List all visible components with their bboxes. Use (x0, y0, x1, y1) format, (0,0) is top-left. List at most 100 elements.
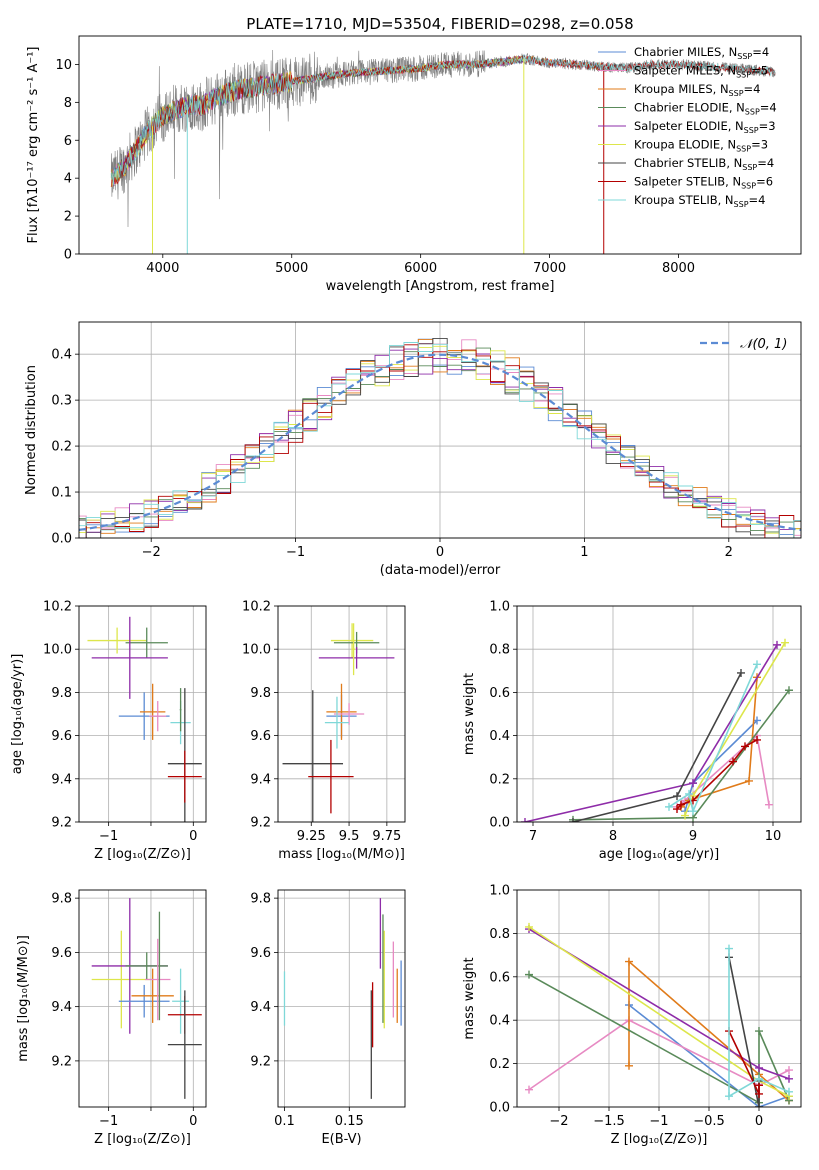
x-axis-label: wavelength [Angstrom, rest frame] (326, 279, 555, 294)
y-tick-label: 9.6 (51, 946, 72, 961)
y-tick-label: 9.6 (250, 729, 271, 744)
marker (689, 779, 697, 788)
legend-subscript: SSP (744, 126, 759, 135)
y-tick-label: 0.8 (489, 927, 510, 942)
series-kroupa_elodie (684, 642, 786, 816)
histogram-salpeter_elodie (79, 348, 801, 538)
marker (689, 807, 697, 816)
x-tick-label: −2 (549, 1114, 568, 1129)
x-tick-label: 7 (529, 829, 537, 844)
model-salpeter_stelib (110, 55, 776, 188)
axes-frame (78, 35, 802, 255)
marker (625, 1061, 633, 1070)
axes-frame (516, 889, 802, 1108)
y-axis-label: mass weight (462, 673, 477, 755)
legend-value: =4 (744, 82, 761, 96)
y-tick-label: 0.2 (51, 440, 72, 455)
legend-subscript: SSP (742, 163, 757, 172)
x-tick-label: 1 (580, 545, 588, 560)
marker (525, 922, 533, 931)
legend-value: =5 (751, 64, 768, 78)
legend-value: =4 (757, 156, 774, 170)
y-axis-label: Flux [fλ10⁻¹⁷ erg cm⁻² s⁻¹ A⁻¹] (26, 47, 41, 244)
x-tick-label: 9.75 (372, 829, 401, 844)
x-tick-label: 9.5 (339, 829, 360, 844)
y-tick-label: 9.8 (250, 892, 271, 907)
legend-value: =6 (756, 175, 773, 189)
axes-spectrum: 4000 5000 6000 7000 8000 0 2 4 6 8 10 wavelength [A… (26, 35, 802, 294)
axes-frame (516, 605, 802, 823)
y-tick-label: 0.2 (489, 772, 510, 787)
histogram-kroupa_miles (79, 338, 801, 538)
x-tick-label: 0 (189, 1114, 197, 1129)
x-tick-label: 0 (436, 545, 444, 560)
axes-frame (78, 321, 802, 539)
legend-entry: Kroupa STELIB, NSSP=4 (634, 193, 765, 209)
legend-subscript: SSP (734, 200, 749, 209)
x-tick-label: 5000 (275, 261, 308, 276)
x-tick-label: −1 (286, 545, 305, 560)
marker (753, 660, 761, 669)
x-axis-label: mass [log₁₀(M/M⊙)] (278, 847, 405, 862)
y-tick-label: 0.0 (51, 532, 72, 547)
y-tick-label: 0.0 (489, 1101, 510, 1116)
legend-entry: Chabrier ELODIE, NSSP=4 (634, 101, 777, 117)
marker (785, 1087, 793, 1096)
x-tick-label: 8 (609, 829, 617, 844)
legend-value: =4 (752, 45, 769, 59)
legend-value: =4 (760, 101, 777, 115)
figure-title: PLATE=1710, MJD=53504, FIBERID=0298, z=0… (246, 15, 633, 33)
marker (755, 1063, 763, 1072)
y-axis-label: Normed distribution (24, 365, 39, 495)
histogram-kroupa_elodie (79, 345, 801, 538)
y-tick-label: 9.2 (250, 816, 271, 831)
marker (665, 802, 673, 811)
legend-value: =3 (751, 138, 768, 152)
legend-value: =4 (749, 193, 766, 207)
legend-entry: Chabrier STELIB, NSSP=4 (634, 156, 774, 172)
y-tick-label: 9.4 (250, 1000, 271, 1015)
legend: Chabrier MILES, NSSP=4 Salpeter MILES, NS… (598, 45, 777, 209)
marker (785, 686, 793, 695)
x-axis-label: Z [log₁₀(Z/Z⊙)] (94, 847, 191, 862)
y-tick-label: 10.2 (242, 600, 271, 615)
axes-age_vs_mass: 9.25 9.5 9.75 9.2 9.4 9.6 9.8 10.0 10.2 mass [log… (242, 600, 406, 862)
axes-mass_vs_ebv: 0.1 0.15 9.2 9.4 9.6 9.8 E(B-V) (250, 889, 406, 1147)
marker (729, 757, 737, 766)
marker (525, 1085, 533, 1094)
plot-area (79, 337, 801, 538)
histogram-kroupa_stelib (79, 342, 801, 538)
y-tick-label: 0.4 (51, 348, 72, 363)
series-chabrier_miles (628, 1004, 790, 1107)
y-tick-label: 0 (64, 248, 72, 263)
y-tick-label: 9.6 (250, 946, 271, 961)
x-tick-label: −1.5 (593, 1114, 625, 1129)
y-tick-label: 10 (55, 58, 72, 73)
legend-subscript: SSP (737, 52, 752, 61)
marker (745, 776, 753, 785)
x-axis-label: E(B-V) (321, 1132, 361, 1147)
y-tick-label: 9.4 (51, 772, 72, 787)
marker (677, 800, 685, 809)
y-tick-label: 10.0 (43, 643, 72, 658)
series-kroupa_stelib (728, 948, 790, 1098)
marker (755, 1089, 763, 1098)
x-tick-label: −1 (99, 1114, 118, 1129)
x-tick-label: −0.5 (693, 1114, 725, 1129)
marker (725, 944, 733, 953)
series-kroupa_stelib (668, 663, 758, 814)
y-tick-label: 9.8 (51, 686, 72, 701)
series-salpeter_stelib (728, 1030, 760, 1095)
y-tick-label: 0.0 (489, 816, 510, 831)
axes-weight_vs_age: 7 8 9 10 0.0 0.2 0.4 0.6 0.8 1.0 age [log₁₀(age/yr… (462, 600, 802, 862)
x-axis-label: (data-model)/error (380, 563, 501, 578)
series-chabrier_stelib (572, 672, 742, 822)
legend-value: =3 (759, 119, 776, 133)
plot-area (521, 638, 793, 822)
legend-subscript: SSP (745, 108, 760, 117)
legend-entry: Chabrier MILES, NSSP=4 (634, 45, 769, 61)
axes-frame (78, 605, 207, 823)
legend-entry: Salpeter ELODIE, NSSP=3 (634, 119, 776, 135)
y-tick-label: 0.1 (51, 486, 72, 501)
